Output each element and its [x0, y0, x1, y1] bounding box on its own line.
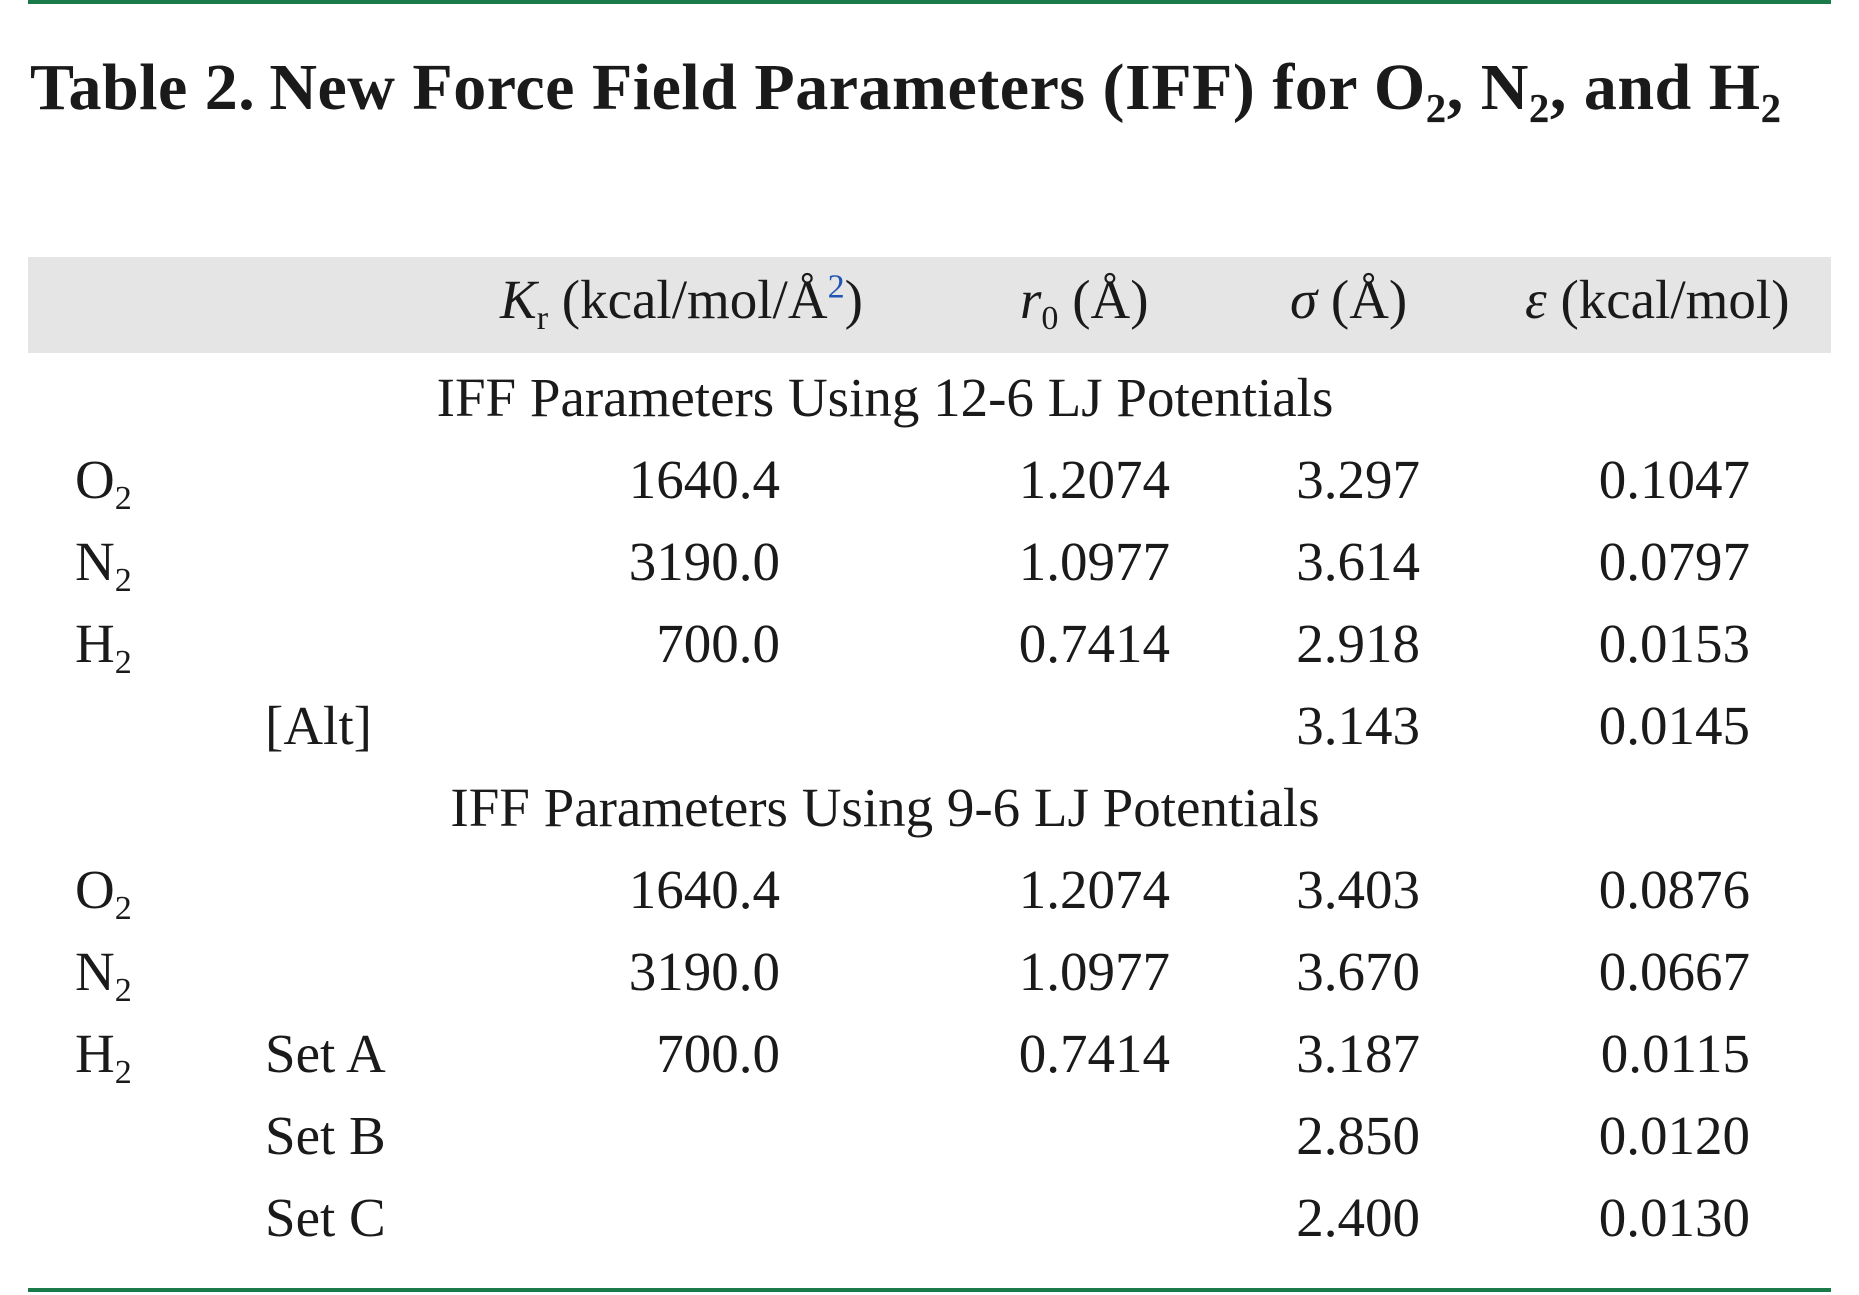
top-rule: [28, 0, 1831, 4]
caption-title-part: , N: [1446, 51, 1529, 124]
variant-cell: Set C: [265, 1187, 386, 1248]
kr-cell: 3190.0: [628, 531, 780, 592]
molecule-symbol: H: [75, 613, 115, 674]
column-header-sigma: σ (Å): [1290, 268, 1407, 332]
r0-cell: 1.0977: [1018, 531, 1170, 592]
molecule-subscript: 2: [114, 479, 132, 517]
epsilon-cell: 0.0667: [1598, 941, 1750, 1002]
molecule-cell: O2: [75, 448, 132, 515]
variant-cell: Set A: [265, 1023, 386, 1084]
sigma-cell: 3.614: [1296, 531, 1420, 592]
sigma-cell: 3.403: [1296, 859, 1420, 920]
kr-cell: 1640.4: [628, 449, 780, 510]
r0-cell: 1.0977: [1018, 941, 1170, 1002]
kr-superscript-link: 2: [827, 268, 845, 306]
sigma-cell: 2.850: [1296, 1105, 1420, 1166]
kr-subscript: r: [536, 299, 549, 337]
caption-subscript: 2: [1760, 86, 1782, 132]
kr-cell: 3190.0: [628, 941, 780, 1002]
caption-title-part: , and H: [1549, 51, 1761, 124]
sigma-cell: 3.670: [1296, 941, 1420, 1002]
sigma-cell: 3.187: [1296, 1023, 1420, 1084]
epsilon-cell: 0.0115: [1600, 1023, 1750, 1084]
molecule-cell: H2: [75, 1022, 132, 1089]
caption-subscript: 2: [1425, 86, 1447, 132]
kr-cell: 700.0: [656, 1023, 780, 1084]
molecule-subscript: 2: [114, 1053, 132, 1091]
r0-cell: 0.7414: [1018, 1023, 1170, 1084]
molecule-symbol: H: [75, 1023, 115, 1084]
molecule-symbol: N: [75, 531, 115, 592]
section-title: IFF Parameters Using 12-6 LJ Potentials: [436, 367, 1334, 428]
r0-symbol: r: [1020, 269, 1042, 330]
r0-cell: 0.7414: [1018, 613, 1170, 674]
epsilon-unit: (kcal/mol): [1546, 269, 1790, 330]
kr-cell: 1640.4: [628, 859, 780, 920]
kr-unit: (kcal/mol/Å: [548, 269, 828, 330]
epsilon-cell: 0.0153: [1598, 613, 1750, 674]
molecule-subscript: 2: [114, 643, 132, 681]
molecule-cell: N2: [75, 530, 132, 597]
sigma-unit: (Å): [1317, 269, 1408, 330]
r0-cell: 1.2074: [1018, 859, 1170, 920]
sigma-cell: 2.400: [1296, 1187, 1420, 1248]
section-title: IFF Parameters Using 9-6 LJ Potentials: [450, 777, 1320, 838]
epsilon-cell: 0.0797: [1598, 531, 1750, 592]
epsilon-cell: 0.1047: [1598, 449, 1750, 510]
table-header-background: [28, 257, 1831, 353]
molecule-cell: H2: [75, 612, 132, 679]
column-header-epsilon: ε (kcal/mol): [1525, 268, 1790, 332]
kr-unit-close: ): [844, 269, 863, 330]
molecule-cell: N2: [75, 940, 132, 1007]
column-header-kr: Kr (kcal/mol/Å2): [500, 268, 863, 335]
r0-unit: (Å): [1058, 269, 1149, 330]
sigma-symbol: σ: [1290, 269, 1318, 330]
molecule-symbol: N: [75, 941, 115, 1002]
caption-title-part: New Force Field Parameters (IFF) for O: [269, 51, 1426, 124]
molecule-symbol: O: [75, 449, 115, 510]
sigma-cell: 2.918: [1296, 613, 1420, 674]
r0-subscript: 0: [1041, 299, 1059, 337]
molecule-subscript: 2: [114, 971, 132, 1009]
epsilon-symbol: ε: [1525, 269, 1547, 330]
caption-subscript: 2: [1528, 86, 1550, 132]
kr-cell: 700.0: [656, 613, 780, 674]
r0-cell: 1.2074: [1018, 449, 1170, 510]
kr-symbol: K: [500, 269, 537, 330]
bottom-rule: [28, 1288, 1831, 1292]
molecule-subscript: 2: [114, 889, 132, 927]
molecule-symbol: O: [75, 859, 115, 920]
table-label: Table 2.: [30, 51, 256, 124]
molecule-cell: O2: [75, 858, 132, 925]
molecule-subscript: 2: [114, 561, 132, 599]
column-header-r0: r0 (Å): [1020, 268, 1149, 335]
epsilon-cell: 0.0876: [1598, 859, 1750, 920]
table-caption: Table 2. New Force Field Parameters (IFF)…: [30, 44, 1830, 132]
epsilon-cell: 0.0130: [1598, 1187, 1750, 1248]
epsilon-cell: 0.0120: [1598, 1105, 1750, 1166]
sigma-cell: 3.143: [1296, 695, 1420, 756]
variant-cell: [Alt]: [265, 695, 372, 756]
sigma-cell: 3.297: [1296, 449, 1420, 510]
epsilon-cell: 0.0145: [1598, 695, 1750, 756]
variant-cell: Set B: [265, 1105, 386, 1166]
